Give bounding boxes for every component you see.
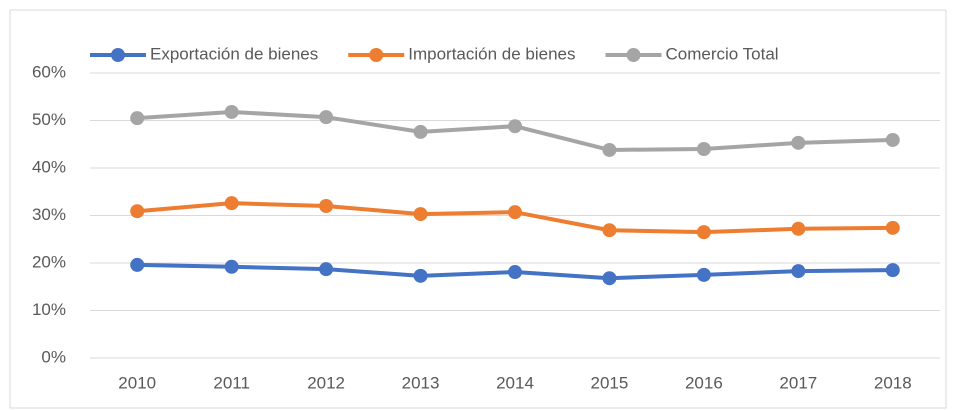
x-tick-label: 2017 [779,373,817,392]
legend-swatch-marker [111,48,125,62]
y-tick-label: 30% [32,205,66,224]
x-tick-label: 2014 [496,373,534,392]
point [508,119,522,134]
y-tick-label: 40% [32,157,66,176]
point [696,267,711,282]
point [413,268,428,283]
x-tick-label: 2015 [591,373,629,392]
x-tick-label: 2012 [307,373,345,392]
x-tick-label: 2016 [685,373,723,392]
point [602,271,617,286]
y-tick-label: 20% [32,252,66,271]
point [885,132,900,147]
x-tick-label: 2018 [874,373,912,392]
point [602,142,617,157]
point [224,196,239,211]
legend-swatch-marker [626,48,641,62]
point [602,223,617,238]
point [885,263,900,278]
point [130,111,145,126]
point [319,262,334,277]
y-tick-label: 50% [32,110,66,129]
point [413,207,428,222]
point [224,259,239,274]
point [791,135,806,150]
legend-label: Exportación de bienes [150,44,318,63]
legend-swatch-marker [369,48,384,62]
x-tick-label: 2013 [402,373,440,392]
point [130,257,145,272]
point [508,205,522,220]
y-tick-label: 10% [32,300,66,319]
point [413,124,428,139]
point [885,220,900,235]
point [508,265,522,280]
point [319,199,334,213]
point [319,110,334,125]
legend-label: Importación de bienes [408,44,575,63]
y-tick-label: 0% [41,347,66,366]
point [696,142,711,156]
point [696,225,711,240]
x-tick-label: 2010 [118,373,156,392]
point [791,221,806,236]
y-tick-label: 60% [32,62,66,81]
legend-label: Comercio Total [666,44,779,63]
point [224,104,239,119]
point [791,264,806,279]
point [130,204,145,219]
x-tick-label: 2011 [213,373,250,392]
